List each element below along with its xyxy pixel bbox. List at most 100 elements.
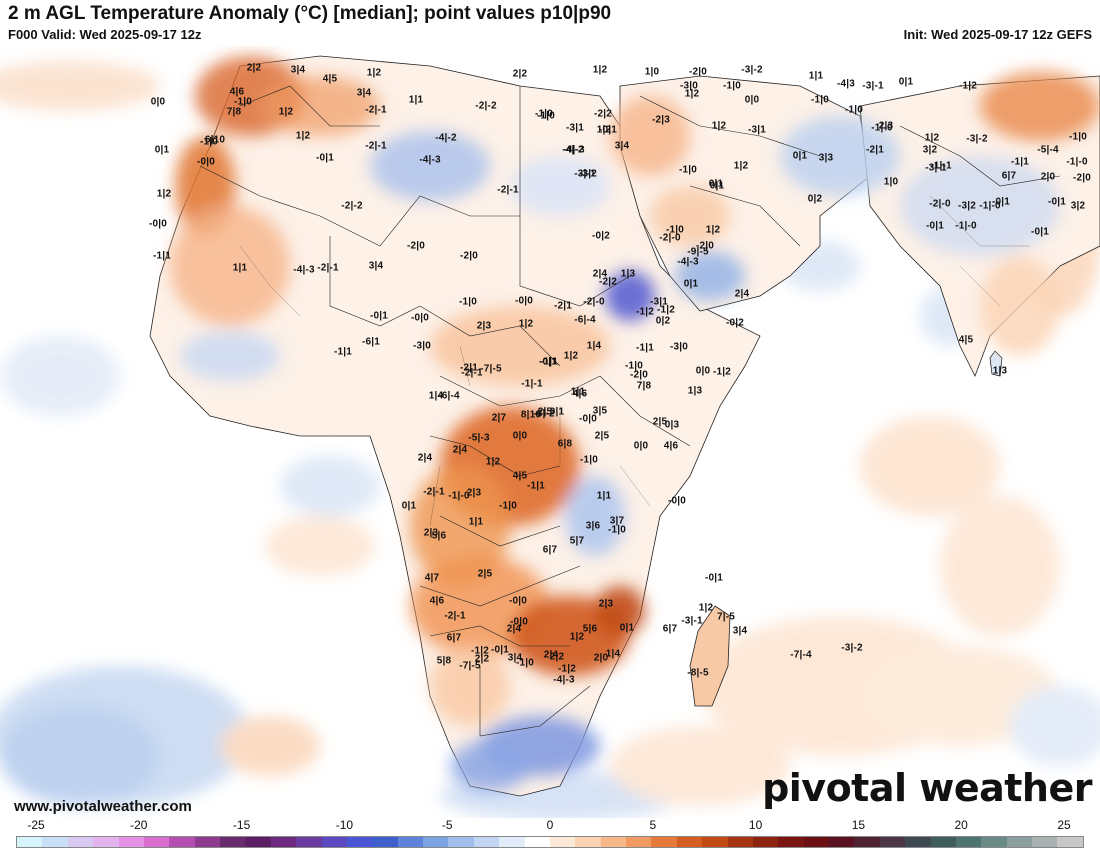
point-value-label: 2|2 bbox=[549, 651, 565, 663]
point-value-label: 1|2 bbox=[698, 602, 714, 614]
colorbar-swatch bbox=[905, 837, 931, 847]
point-value-label: -2|-0 bbox=[659, 232, 681, 244]
colorbar-ticks: -25 -20 -15 -10 -5 0 5 10 15 20 25 bbox=[0, 818, 1100, 834]
point-value-label: -1|0 bbox=[199, 136, 219, 148]
colorbar-swatch bbox=[499, 837, 525, 847]
point-value-label: -1|2 bbox=[712, 366, 732, 378]
point-value-label: -2|-1 bbox=[423, 486, 445, 498]
point-value-label: -4|-3 bbox=[419, 154, 441, 166]
point-value-label: -3|-1 bbox=[574, 168, 596, 180]
point-value-label: 0|2 bbox=[655, 315, 671, 327]
point-value-label: 0|1 bbox=[154, 144, 170, 156]
point-value-label: 2|4 bbox=[592, 268, 608, 280]
colorbar-swatch bbox=[194, 837, 220, 847]
point-value-label: -1|0 bbox=[722, 80, 742, 92]
point-value-label: -1|0 bbox=[607, 524, 627, 536]
point-value-label: 3|4 bbox=[507, 652, 523, 664]
point-value-label: -2|1 bbox=[553, 300, 573, 312]
point-value-label: -2|-0 bbox=[583, 296, 605, 308]
point-value-label: -3|1 bbox=[747, 124, 767, 136]
init-time: Init: Wed 2025-09-17 12z GEFS bbox=[903, 27, 1092, 42]
point-value-label: -3|2 bbox=[578, 168, 598, 180]
colorbar-swatch bbox=[245, 837, 271, 847]
point-value-label: -5|-3 bbox=[468, 432, 490, 444]
point-value-label: 1|2 bbox=[733, 160, 749, 172]
colorbar-swatch bbox=[752, 837, 779, 847]
colorbar-swatch bbox=[676, 837, 703, 847]
point-value-label: 1|4 bbox=[586, 340, 602, 352]
point-value-label: 3|3 bbox=[818, 152, 834, 164]
colorbar-swatch bbox=[143, 837, 170, 847]
colorbar-swatch bbox=[93, 837, 119, 847]
point-value-label: -1|2 bbox=[470, 645, 490, 657]
point-value-label: 4|5 bbox=[322, 73, 338, 85]
point-value-label: -1|0 bbox=[678, 164, 698, 176]
point-value-label: -1|0 bbox=[844, 104, 864, 116]
point-value-label: 6|10 bbox=[204, 134, 226, 146]
point-value-label: 7|8 bbox=[636, 380, 652, 392]
point-value-label: 3|4 bbox=[732, 625, 748, 637]
point-value-label: 2|2 bbox=[474, 653, 490, 665]
point-value-label: -1|0 bbox=[536, 110, 556, 122]
land-anomaly-shading bbox=[170, 56, 1100, 791]
point-value-label: -1|0 bbox=[810, 94, 830, 106]
point-value-label: -2|0 bbox=[695, 240, 715, 252]
anomaly-map[interactable]: 2|2 3|4 4|5 1|2 2|2 1|2 1|0 -2|0 -3|-2 1|1 0|1 0|0-… bbox=[0, 46, 1100, 818]
point-value-label: 2|5 bbox=[477, 568, 493, 580]
colorbar-tick-label: 5 bbox=[649, 818, 657, 832]
point-value-label: 1|2 bbox=[156, 188, 172, 200]
point-value-label: -1|-0 bbox=[871, 122, 893, 134]
point-value-label: 4|6 bbox=[572, 388, 588, 400]
colorbar-swatch bbox=[879, 837, 906, 847]
point-value-label: 2|3 bbox=[598, 598, 614, 610]
point-value-label: 2|3 bbox=[466, 487, 482, 499]
point-value-label: 1|1 bbox=[808, 70, 824, 82]
point-value-label: -0|2 bbox=[725, 317, 745, 329]
point-value-label: 0|0 bbox=[512, 430, 528, 442]
point-value-label: -1|1 bbox=[333, 346, 353, 358]
colorbar-tick-label: -25 bbox=[27, 818, 45, 832]
point-value-label: -6|1 bbox=[361, 336, 381, 348]
point-value-label: -1|0 bbox=[624, 360, 644, 372]
colorbar-tick-label: -5 bbox=[441, 818, 453, 832]
point-value-label: -3|-2 bbox=[966, 133, 988, 145]
point-value-label: -0|1 bbox=[369, 310, 389, 322]
website-credit[interactable]: www.pivotalweather.com bbox=[14, 798, 192, 815]
point-value-label: -0|1 bbox=[991, 196, 1011, 208]
point-value-label: -2|0 bbox=[629, 369, 649, 381]
point-value-label: 0|1 bbox=[683, 278, 699, 290]
point-value-label: -1|2 bbox=[557, 663, 577, 675]
point-value-label: -2|-2 bbox=[475, 100, 497, 112]
point-value-label: -0|1 bbox=[490, 644, 510, 656]
point-value-label: 2|4 bbox=[417, 452, 433, 464]
point-value-label: -2|0 bbox=[688, 66, 708, 78]
colorbar-swatch bbox=[524, 837, 550, 847]
point-value-label: -3|1 bbox=[565, 122, 585, 134]
colorbar-swatch bbox=[854, 837, 880, 847]
point-value-label: -2|2 bbox=[598, 276, 618, 288]
colorbar-swatch bbox=[17, 837, 43, 847]
point-value-label: -6|-2 bbox=[533, 408, 555, 420]
colorbar-swatch bbox=[955, 837, 982, 847]
ocean-anomaly-shading bbox=[0, 61, 1100, 818]
point-value-label: -1|1 bbox=[152, 250, 172, 262]
point-value-label: 5|8 bbox=[436, 655, 452, 667]
point-value-label: 3|6 bbox=[585, 520, 601, 532]
point-value-label: -0|1 bbox=[925, 220, 945, 232]
colorbar-tick-label: -15 bbox=[232, 818, 251, 832]
point-value-label: 1|2 bbox=[366, 67, 382, 79]
point-value-label: -0|1 bbox=[704, 572, 724, 584]
colorbar-swatch bbox=[930, 837, 956, 847]
colorbar-swatch bbox=[67, 837, 94, 847]
point-value-label: 0|1 bbox=[792, 150, 808, 162]
point-value-label: -1|1 bbox=[539, 356, 559, 368]
madagascar-land bbox=[689, 605, 731, 707]
colorbar-swatch bbox=[473, 837, 500, 847]
point-value-label: -1|-0 bbox=[448, 490, 470, 502]
point-value-label: -0|0 bbox=[196, 156, 216, 168]
point-value-label: -2|3 bbox=[651, 114, 671, 126]
point-value-label: 4|6 bbox=[429, 595, 445, 607]
point-value-label: 0|1 bbox=[708, 178, 724, 190]
point-value-label: 6|7 bbox=[446, 632, 462, 644]
colorbar-swatch bbox=[1032, 837, 1058, 847]
